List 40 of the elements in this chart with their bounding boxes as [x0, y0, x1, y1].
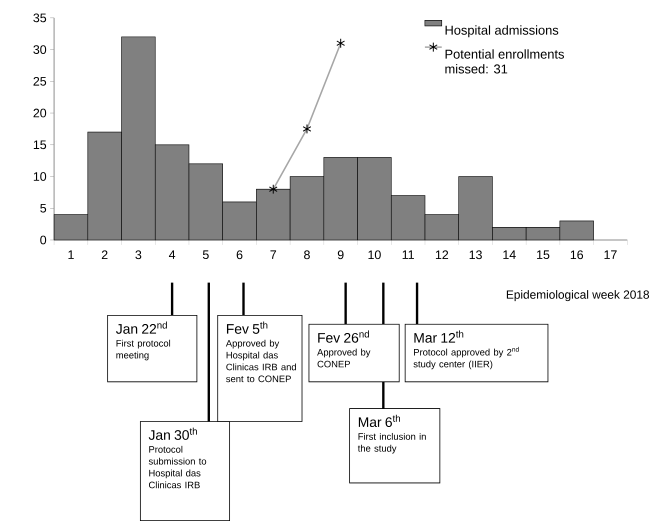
- x-tick-label: 6: [236, 250, 242, 260]
- y-tick-label: 10: [34, 172, 46, 182]
- x-tick-label: 2: [102, 250, 108, 260]
- x-tick-label: 3: [135, 250, 142, 260]
- x-axis-title: Epidemiological week 2018: [506, 290, 650, 302]
- text: Fev 26$^{nd}$: [318, 330, 369, 343]
- x-tick-label: 10: [368, 250, 381, 260]
- text: First protocol meeting: [116, 340, 170, 361]
- legend-label: Potential enrollments missed: 31: [445, 49, 564, 74]
- y-tick-label: 15: [34, 140, 46, 150]
- text: Approved by CONEP: [317, 348, 370, 368]
- text: Mar 6$^{th}$: [358, 414, 400, 428]
- y-tick-label: 35: [33, 14, 46, 22]
- x-tick-label: 12: [436, 250, 448, 260]
- x-tick-label: 8: [304, 250, 310, 260]
- x-tick-label: 16: [570, 250, 584, 260]
- y-tick-label: 20: [34, 108, 46, 118]
- x-tick-label: 1: [68, 250, 74, 260]
- text: First inclusion in the study: [358, 433, 426, 454]
- text: Protocol submission to Hospital das Clinicas IRB: [148, 446, 206, 488]
- y-tick-label: 30: [33, 45, 46, 54]
- y-tick-label: 5: [40, 204, 46, 213]
- text: Mar 12$^{th}$: [414, 330, 464, 343]
- x-tick-label: 4: [168, 250, 176, 260]
- text: Fev 5$^{th}$: [226, 322, 268, 334]
- x-tick-label: 15: [537, 250, 550, 260]
- x-tick-label: 5: [202, 250, 209, 260]
- text: Protocol approved by 2$^{nd}$ study center (IIER): [414, 347, 519, 370]
- x-tick-label: 9: [338, 250, 344, 260]
- x-tick-label: 17: [604, 250, 617, 260]
- y-tick-label: 0: [40, 236, 46, 245]
- text: Approved by Hospital das Clinicas IRB and sent to CONEP: [226, 340, 296, 382]
- y-tick-label: 25: [34, 77, 46, 86]
- x-tick-label: 14: [503, 250, 516, 260]
- x-tick-label: 11: [402, 250, 414, 260]
- x-tick-label: 7: [270, 250, 276, 260]
- legend-label: Hospital admissions: [446, 25, 558, 38]
- text: Jan 22$^{nd}$: [116, 322, 167, 334]
- x-tick-label: 13: [470, 250, 482, 260]
- text: Jan 30$^{th}$: [148, 428, 197, 440]
